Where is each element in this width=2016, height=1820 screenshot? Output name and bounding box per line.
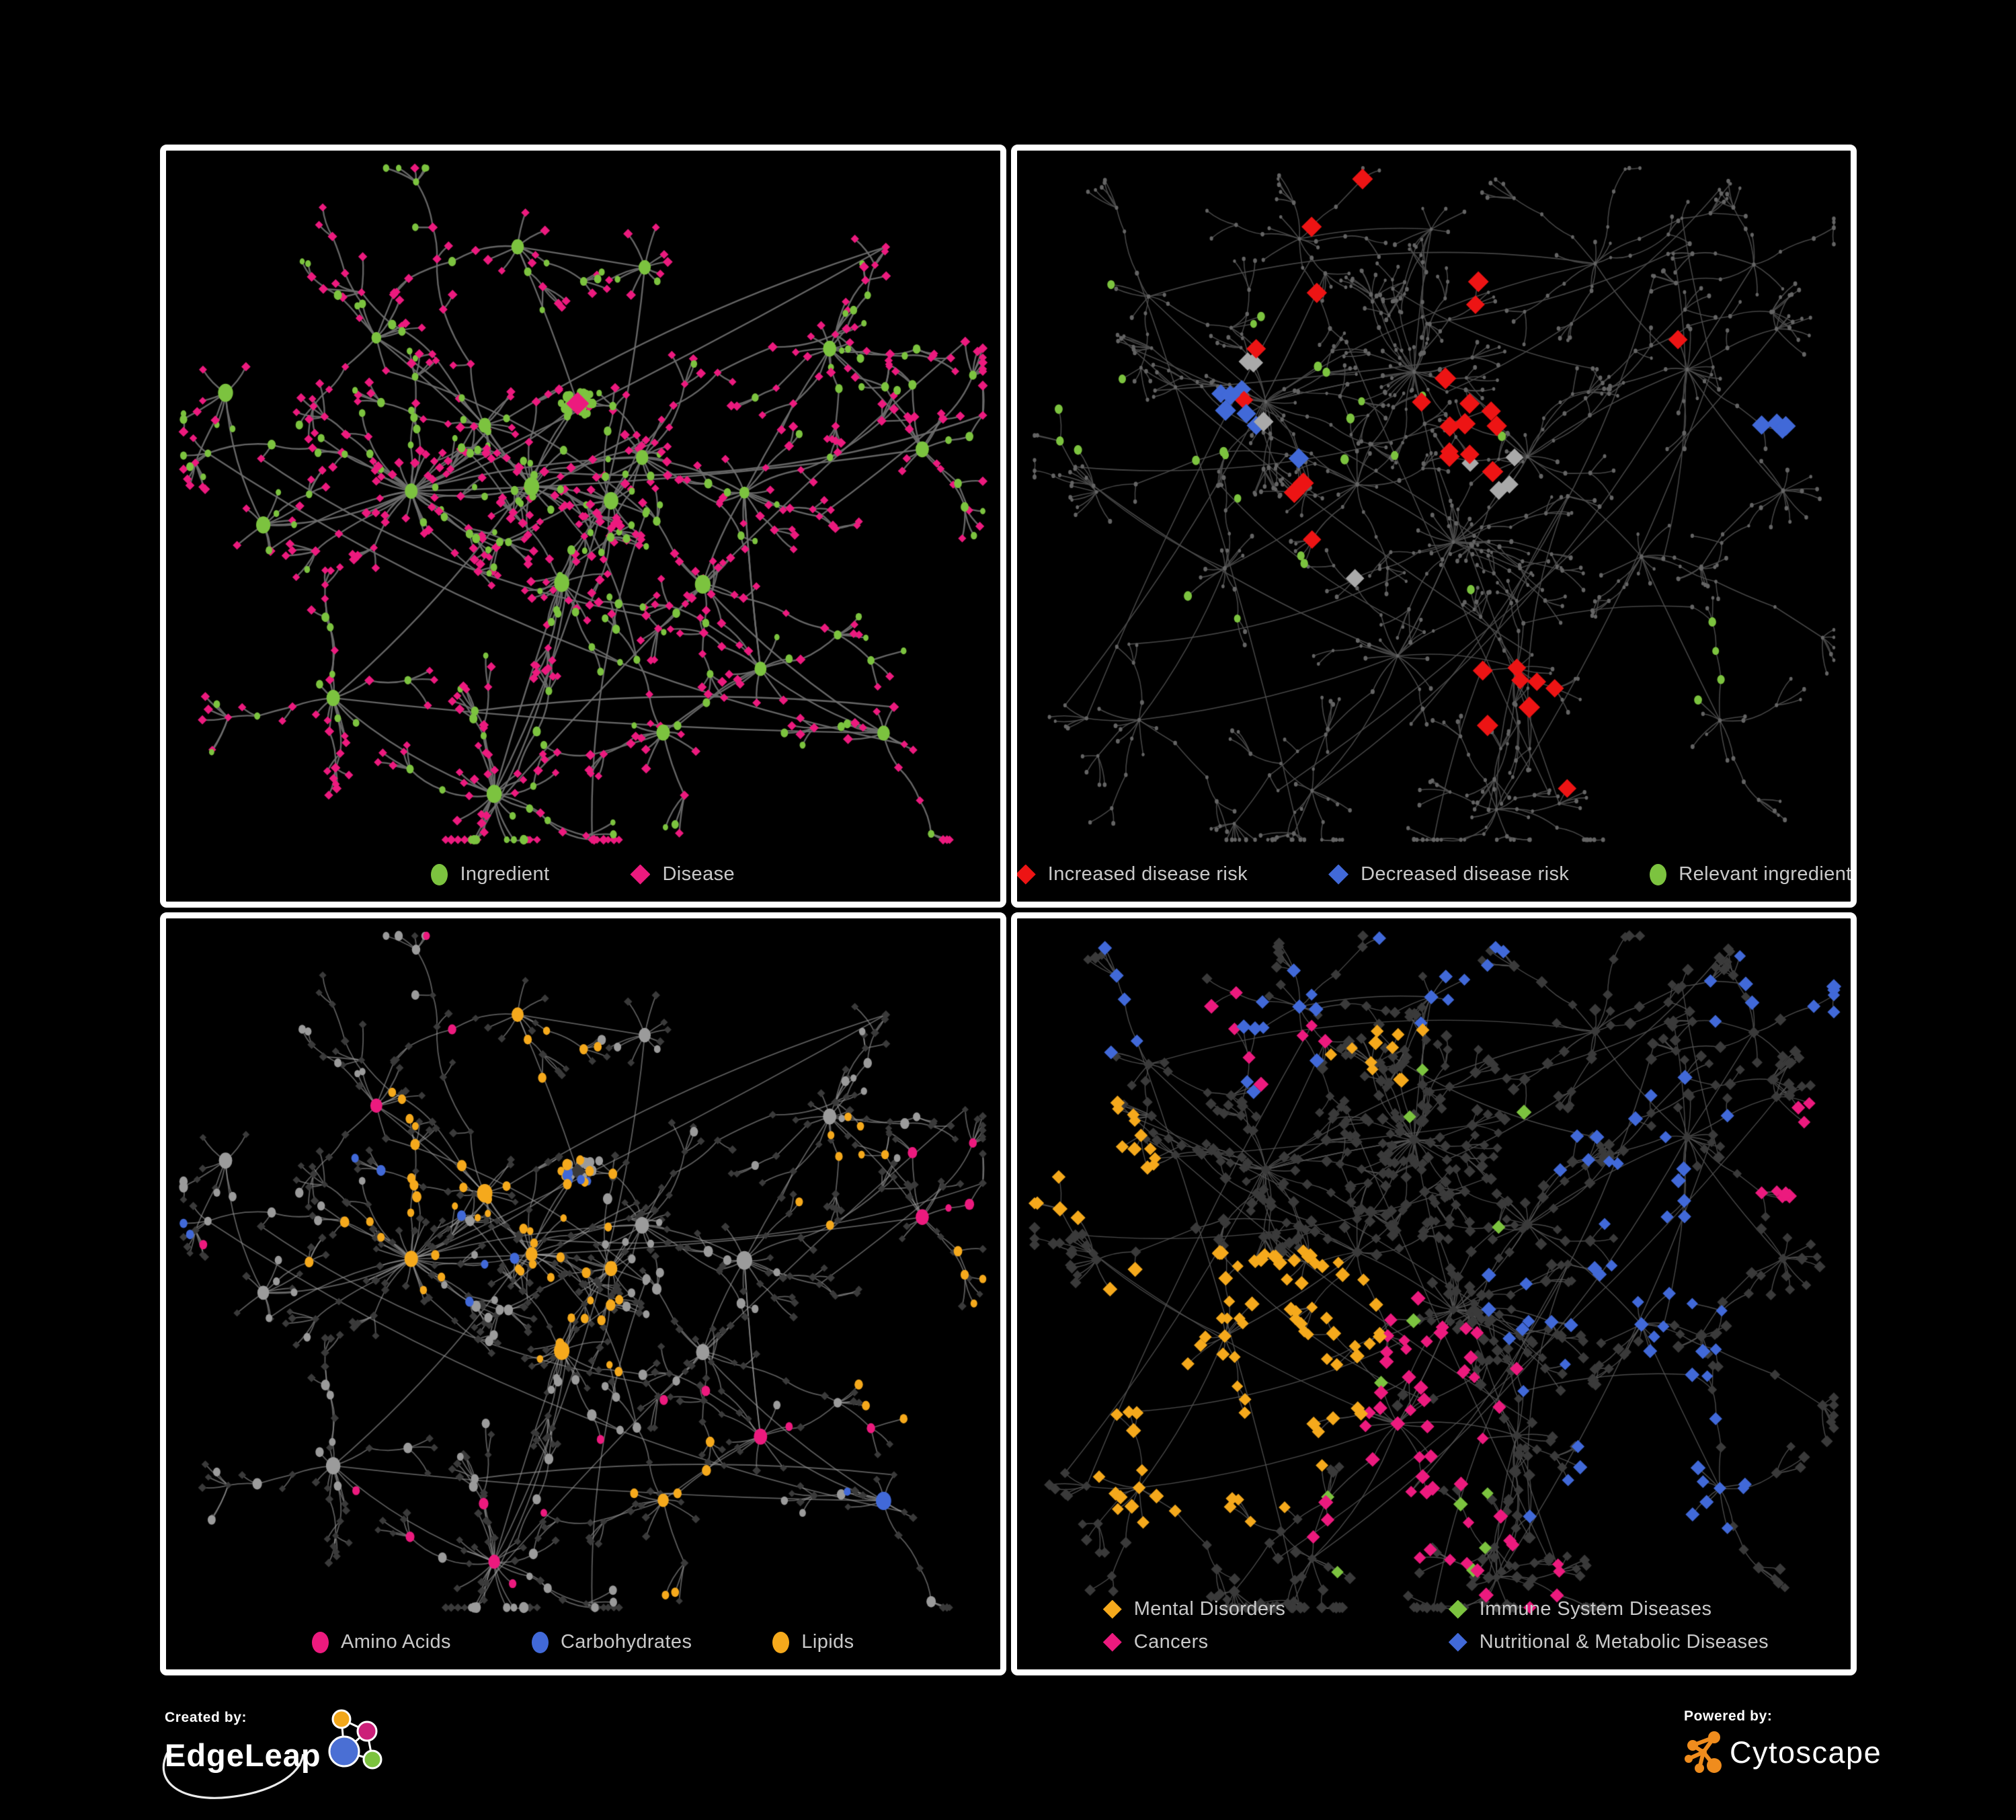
panel-bottom-right: Mental Disorders Immune System Diseases Ca…: [1010, 912, 1857, 1675]
created-by-label: Created by:: [165, 1710, 247, 1725]
edgeleap-wordmark: EdgeLeap: [165, 1737, 321, 1773]
panel-top-left: Ingredient Disease: [160, 145, 1006, 908]
network-canvas-ingredient-categories: [166, 918, 1000, 1669]
edgeleap-network-icon: [328, 1709, 382, 1770]
edgeleap-logo: Created by: EdgeLeap: [162, 1709, 407, 1799]
network-canvas-disease-categories: [1016, 918, 1851, 1669]
network-canvas-disease-risk: [1016, 151, 1851, 902]
figure-grid: Ingredient Disease Increased disease risk…: [160, 145, 1857, 1675]
panel-top-right: Increased disease risk Decreased disease …: [1010, 145, 1857, 908]
cytoscape-logo: Powered by: Cytoscape: [1684, 1708, 1966, 1774]
network-canvas-ingredient-disease: [166, 151, 1000, 902]
powered-by-label: Powered by:: [1684, 1708, 1773, 1724]
panel-bottom-left: Amino Acids Carbohydrates Lipids: [160, 912, 1006, 1675]
cytoscape-network-icon: [1685, 1731, 1722, 1773]
cytoscape-wordmark: Cytoscape: [1730, 1735, 1882, 1770]
